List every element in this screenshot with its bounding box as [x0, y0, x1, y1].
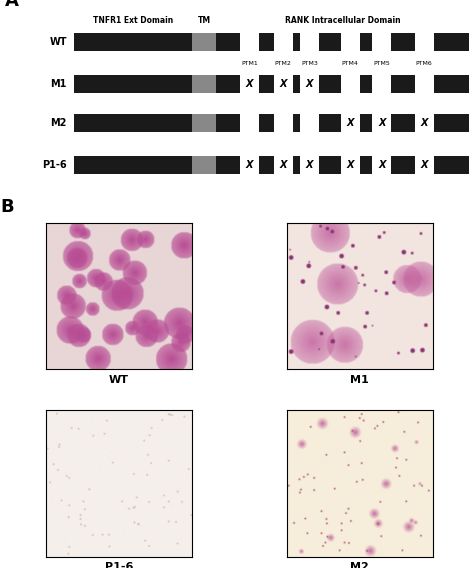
Text: X: X	[246, 78, 253, 89]
Text: X: X	[346, 160, 354, 170]
Bar	[300, 156, 319, 174]
Text: M2: M2	[51, 118, 67, 128]
Bar	[273, 156, 292, 174]
Text: X: X	[420, 118, 428, 128]
Text: WT: WT	[49, 37, 67, 47]
Bar	[192, 74, 216, 93]
Bar	[240, 156, 259, 174]
Text: PTM1: PTM1	[241, 61, 258, 66]
Text: P1-6: P1-6	[42, 160, 67, 170]
Bar	[74, 74, 469, 93]
Bar	[300, 114, 319, 132]
Bar	[240, 33, 259, 51]
X-axis label: P1-6: P1-6	[105, 562, 133, 568]
Text: X: X	[420, 160, 428, 170]
Text: X: X	[279, 78, 287, 89]
Bar	[300, 33, 319, 51]
Bar	[373, 114, 392, 132]
Bar	[415, 114, 434, 132]
Bar	[300, 74, 319, 93]
Text: X: X	[279, 160, 287, 170]
Text: TNFR1 Ext Domain: TNFR1 Ext Domain	[93, 16, 173, 25]
Text: X: X	[246, 160, 253, 170]
Text: PTM3: PTM3	[301, 61, 318, 66]
Text: X: X	[378, 160, 386, 170]
Bar	[192, 33, 216, 51]
X-axis label: M2: M2	[350, 562, 369, 568]
Bar	[415, 156, 434, 174]
Bar	[415, 74, 434, 93]
Bar	[373, 33, 392, 51]
Text: RANK Intracellular Domain: RANK Intracellular Domain	[285, 16, 401, 25]
Text: PTM2: PTM2	[274, 61, 292, 66]
Text: PTM6: PTM6	[416, 61, 433, 66]
X-axis label: M1: M1	[350, 375, 369, 385]
Text: TM: TM	[198, 16, 211, 25]
Bar	[273, 74, 292, 93]
Text: X: X	[306, 160, 313, 170]
Text: X: X	[346, 118, 354, 128]
Bar	[341, 156, 360, 174]
Bar	[240, 74, 259, 93]
Bar	[373, 74, 392, 93]
Text: B: B	[0, 198, 14, 216]
X-axis label: WT: WT	[109, 375, 129, 385]
Text: M1: M1	[51, 78, 67, 89]
Bar	[273, 114, 292, 132]
Text: A: A	[5, 0, 19, 10]
Bar	[273, 33, 292, 51]
Text: PTM5: PTM5	[374, 61, 390, 66]
Bar	[192, 156, 216, 174]
Bar	[341, 74, 360, 93]
Bar	[341, 33, 360, 51]
Bar	[415, 33, 434, 51]
Bar	[192, 114, 216, 132]
Text: X: X	[378, 118, 386, 128]
Text: X: X	[306, 78, 313, 89]
Bar	[373, 156, 392, 174]
Bar	[74, 156, 469, 174]
Text: PTM4: PTM4	[342, 61, 359, 66]
Bar	[74, 33, 469, 51]
Bar	[240, 114, 259, 132]
Bar	[74, 114, 469, 132]
Bar	[341, 114, 360, 132]
